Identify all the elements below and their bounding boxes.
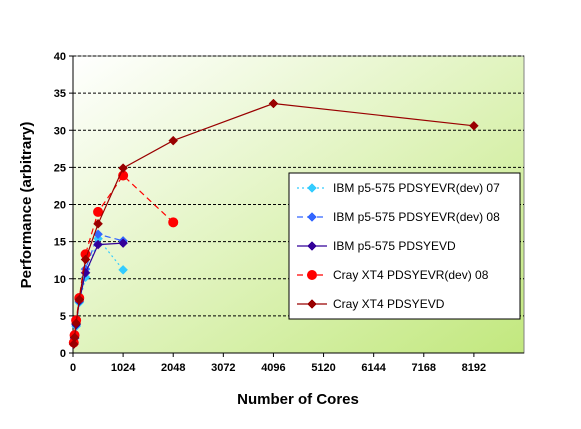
- x-tick-label: 6144: [361, 362, 386, 374]
- legend-item: IBM p5-575 PDSYEVR(dev) 07: [297, 181, 500, 195]
- x-tick-label: 5120: [311, 362, 335, 374]
- data-point: [118, 264, 128, 275]
- data-point: [168, 217, 179, 228]
- series-line: [73, 174, 174, 343]
- data-series: [68, 98, 479, 349]
- data-point: [80, 254, 91, 265]
- x-tick-label: 0: [70, 362, 76, 374]
- legend-marker: [307, 183, 317, 193]
- legend-item: IBM p5-575 PDSYEVD: [297, 239, 456, 253]
- series-4: [68, 98, 479, 349]
- legend-label: IBM p5-575 PDSYEVR(dev) 07: [333, 181, 500, 195]
- y-tick-label: 10: [54, 274, 66, 286]
- data-point: [93, 239, 103, 250]
- x-axis-title: Number of Cores: [237, 391, 359, 408]
- legend-marker: [307, 299, 317, 309]
- series-line: [73, 102, 474, 345]
- legend-label: IBM p5-575 PDSYEVD: [333, 239, 456, 253]
- data-point: [93, 206, 104, 217]
- x-tick-label: 2048: [161, 362, 185, 374]
- data-point: [118, 238, 128, 248]
- data-point: [71, 318, 81, 329]
- legend-item: Cray XT4 PDSYEVD: [297, 297, 445, 311]
- legend-label: IBM p5-575 PDSYEVR(dev) 08: [333, 210, 500, 224]
- x-tick-label: 4096: [261, 362, 285, 374]
- y-tick-label: 5: [60, 311, 66, 323]
- y-tick-label: 40: [54, 51, 66, 63]
- data-point: [74, 294, 85, 305]
- y-tick-label: 20: [54, 200, 66, 212]
- legend: IBM p5-575 PDSYEVR(dev) 07 IBM p5-575 PDS…: [288, 172, 521, 320]
- data-point: [118, 163, 128, 173]
- y-tick-label: 0: [60, 348, 66, 360]
- data-point: [93, 218, 103, 229]
- legend-box: [288, 172, 521, 320]
- y-tick-label: 15: [54, 237, 66, 249]
- legend-item: Cray XT4 PDSYEVR(dev) 08: [297, 268, 489, 282]
- y-tick-label: 35: [54, 88, 66, 100]
- y-tick-label: 25: [54, 162, 66, 174]
- legend-item: IBM p5-575 PDSYEVR(dev) 08: [297, 210, 500, 224]
- axes: 0 5 10 15 20 25 30 35 40 0 1024 2048 3072 4096 5120 614…: [54, 51, 524, 374]
- x-tick-label: 3072: [211, 362, 235, 374]
- x-tick-label: 1024: [111, 362, 136, 374]
- data-point: [469, 120, 479, 131]
- legend-marker: [307, 270, 317, 280]
- data-point: [268, 98, 279, 109]
- x-tick-label: 8192: [462, 362, 486, 374]
- data-point: [69, 332, 80, 343]
- legend-marker: [307, 241, 317, 251]
- data-point: [168, 135, 179, 146]
- x-tick-label: 7168: [412, 362, 436, 374]
- legend-label: Cray XT4 PDSYEVD: [333, 297, 445, 311]
- y-tick-label: 30: [54, 125, 66, 137]
- legend-marker: [307, 212, 317, 222]
- data-point: [68, 339, 79, 349]
- legend-label: Cray XT4 PDSYEVR(dev) 08: [333, 268, 489, 282]
- y-axis-title: Performance (arbitrary): [18, 122, 35, 289]
